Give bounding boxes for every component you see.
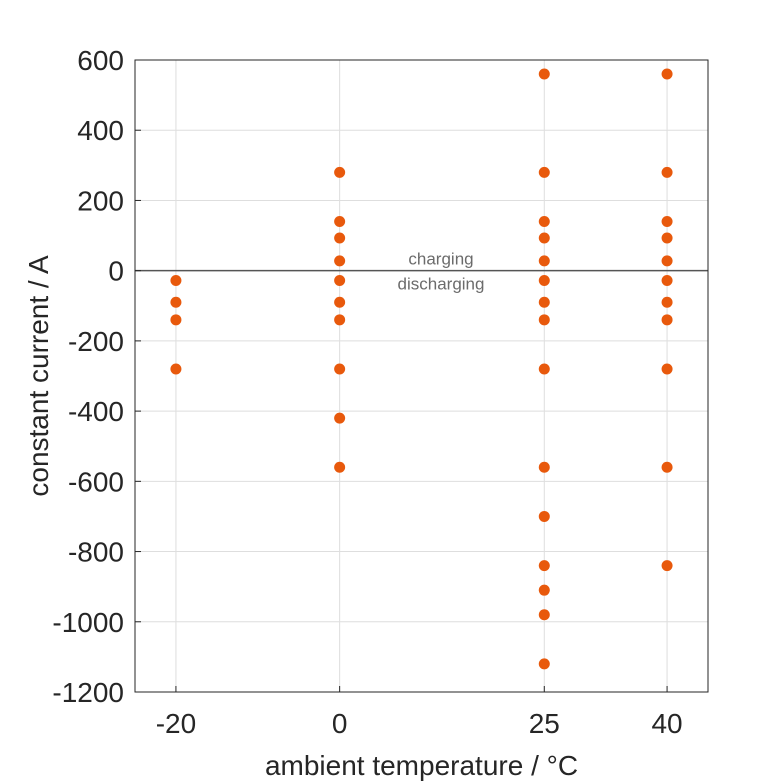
data-point bbox=[538, 658, 550, 670]
data-point bbox=[538, 363, 550, 375]
y-tick-label: -1000 bbox=[52, 607, 124, 638]
data-point bbox=[170, 274, 182, 286]
y-tick-label: -1200 bbox=[52, 677, 124, 708]
data-point bbox=[538, 461, 550, 473]
data-point bbox=[334, 274, 346, 286]
data-point bbox=[538, 584, 550, 596]
data-point bbox=[170, 314, 182, 326]
data-point bbox=[538, 274, 550, 286]
data-point bbox=[538, 216, 550, 228]
data-point bbox=[661, 461, 673, 473]
data-point bbox=[334, 363, 346, 375]
y-tick-label: 600 bbox=[77, 45, 124, 76]
data-point bbox=[538, 560, 550, 572]
y-tick-label: -200 bbox=[68, 326, 124, 357]
data-point bbox=[538, 166, 550, 178]
data-point bbox=[661, 560, 673, 572]
data-point bbox=[661, 232, 673, 244]
x-tick-label: -20 bbox=[156, 708, 196, 739]
y-tick-label: 400 bbox=[77, 115, 124, 146]
x-tick-label: 40 bbox=[651, 708, 682, 739]
data-point bbox=[661, 296, 673, 308]
y-tick-label: 0 bbox=[108, 256, 124, 287]
x-tick-label: 0 bbox=[332, 708, 348, 739]
data-point bbox=[334, 461, 346, 473]
plot-frame bbox=[134, 59, 709, 693]
data-point bbox=[661, 255, 673, 267]
y-tick-label: -600 bbox=[68, 466, 124, 497]
data-point bbox=[538, 609, 550, 621]
x-tick-label: 25 bbox=[529, 708, 560, 739]
data-point bbox=[334, 216, 346, 228]
data-point bbox=[661, 68, 673, 80]
x-tick-labels: -20 0 25 40 bbox=[156, 686, 683, 739]
annotation-charging: charging bbox=[408, 250, 473, 269]
y-axis-label: constant current / A bbox=[23, 255, 54, 497]
y-tick-label: 200 bbox=[77, 185, 124, 216]
data-point bbox=[334, 296, 346, 308]
data-point bbox=[334, 412, 346, 424]
data-point bbox=[334, 166, 346, 178]
data-point bbox=[538, 68, 550, 80]
data-point bbox=[661, 274, 673, 286]
data-point bbox=[334, 232, 346, 244]
data-point bbox=[538, 510, 550, 522]
data-point bbox=[661, 363, 673, 375]
y-tick-label: -800 bbox=[68, 537, 124, 568]
y-tick-label: -400 bbox=[68, 396, 124, 427]
data-point bbox=[538, 255, 550, 267]
data-point bbox=[661, 216, 673, 228]
data-point bbox=[661, 166, 673, 178]
data-point bbox=[538, 296, 550, 308]
data-point bbox=[661, 314, 673, 326]
data-point bbox=[538, 314, 550, 326]
x-axis-label: ambient temperature / °C bbox=[265, 750, 578, 781]
data-point bbox=[538, 232, 550, 244]
data-point bbox=[334, 255, 346, 267]
data-point bbox=[170, 363, 182, 375]
y-tick-labels: 600 400 200 0 -200 -400 -600 -800 -1000 -1200 bbox=[52, 45, 141, 708]
data-point bbox=[334, 314, 346, 326]
annotation-discharging: discharging bbox=[398, 275, 485, 294]
data-point bbox=[170, 296, 182, 308]
data-points bbox=[170, 68, 673, 670]
